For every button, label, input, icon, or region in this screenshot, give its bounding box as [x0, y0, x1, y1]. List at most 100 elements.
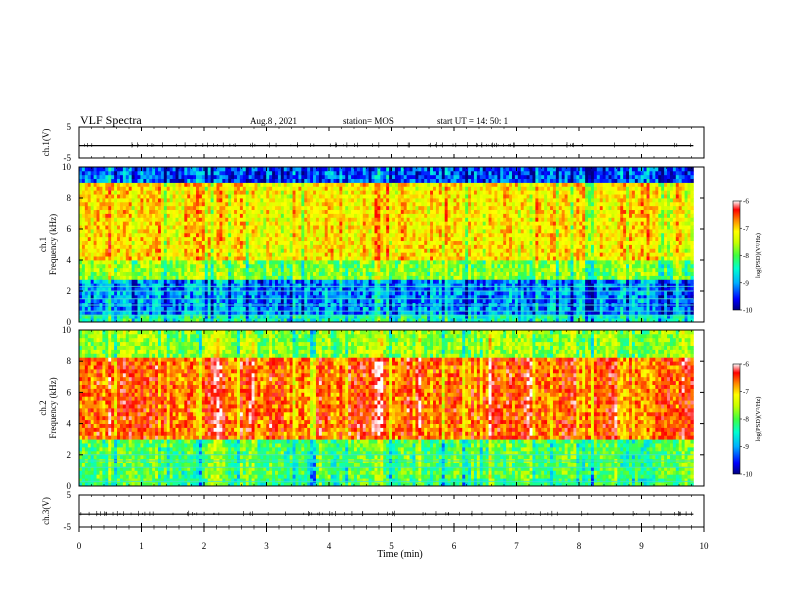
- spectrogram-cell: [362, 310, 367, 315]
- spectrogram-cell: [245, 275, 250, 280]
- spectrogram-cell: [198, 283, 203, 288]
- spectrogram-cell: [327, 201, 332, 207]
- spectrogram-cell: [406, 298, 410, 304]
- spectrogram-cell: [239, 271, 244, 276]
- spectrogram-cell: [289, 260, 293, 265]
- spectrogram-cell: [327, 213, 332, 218]
- spectrogram-cell: [277, 182, 282, 187]
- spectrogram-cell: [336, 209, 340, 214]
- spectrogram-cell: [283, 186, 288, 191]
- spectrogram-cell: [392, 287, 396, 292]
- spectrogram-cell: [392, 209, 396, 214]
- spectrogram-cell: [275, 252, 279, 257]
- spectrogram-cell: [166, 225, 171, 230]
- spectrogram-cell: [242, 182, 247, 187]
- spectrogram-cell: [169, 298, 174, 304]
- spectrogram-cell: [93, 283, 97, 288]
- spectrogram-cell: [324, 186, 329, 191]
- spectrogram-cell: [263, 232, 267, 238]
- spectrogram-cell: [260, 236, 264, 242]
- spectrogram-cell: [125, 170, 130, 176]
- spectrogram-cell: [119, 167, 124, 172]
- spectrogram-cell: [251, 232, 255, 238]
- spectrogram-cell: [304, 190, 308, 195]
- spectrogram-cell: [108, 279, 112, 284]
- spectrogram-cell: [257, 318, 261, 323]
- spectrogram-cell: [330, 260, 334, 265]
- spectrogram-cell: [386, 256, 390, 261]
- spectrogram-cell: [406, 178, 410, 183]
- spectrogram-cell: [190, 279, 194, 284]
- spectrogram-cell: [345, 209, 349, 214]
- spectrogram-cell: [239, 248, 244, 253]
- spectrogram-cell: [207, 236, 212, 242]
- spectrogram-cell: [392, 240, 396, 245]
- spectrogram-cell: [163, 201, 168, 207]
- spectrogram-cell: [84, 291, 89, 296]
- spectrogram-cell: [152, 205, 156, 211]
- spectrogram-cell: [248, 205, 253, 211]
- spectrogram-cell: [143, 190, 147, 195]
- spectrogram-cell: [87, 256, 92, 261]
- spectrogram-cell: [160, 240, 165, 245]
- spectrogram-cell: [134, 229, 138, 234]
- spectrogram-cell: [245, 252, 250, 257]
- spectrogram-cell: [383, 225, 387, 230]
- spectrogram-cell: [257, 186, 261, 191]
- spectrogram-cell: [403, 174, 408, 180]
- spectrogram-cell: [99, 294, 103, 300]
- spectrogram-cell: [234, 310, 238, 315]
- spectrogram-cell: [216, 167, 220, 172]
- spectrogram-cell: [362, 267, 367, 273]
- spectrogram-cell: [105, 232, 109, 238]
- spectrogram-cell: [234, 318, 238, 323]
- spectrogram-cell: [102, 310, 106, 315]
- spectrogram-cell: [155, 201, 159, 207]
- spectrogram-cell: [403, 236, 408, 242]
- spectrogram-cell: [380, 213, 384, 218]
- spectrogram-cell: [181, 256, 185, 261]
- spectrogram-cell: [187, 252, 191, 257]
- spectrogram-cell: [286, 287, 291, 292]
- spectrogram-cell: [342, 182, 346, 187]
- spectrogram-cell: [143, 256, 147, 261]
- spectrogram-cell: [140, 225, 144, 230]
- spectrogram-cell: [260, 291, 264, 296]
- spectrogram-cell: [210, 310, 214, 315]
- spectrogram-cell: [289, 244, 293, 249]
- spectrogram-cell: [122, 225, 127, 230]
- spectrogram-cell: [318, 271, 323, 276]
- spectrogram-cell: [313, 209, 317, 214]
- spectrogram-cell: [114, 201, 118, 207]
- spectrogram-cell: [315, 287, 320, 292]
- spectrogram-cell: [298, 244, 302, 249]
- spectrogram-cell: [128, 263, 133, 269]
- spectrogram-cell: [146, 306, 150, 311]
- spectrogram-cell: [163, 229, 168, 234]
- spectrogram-cell: [143, 178, 147, 183]
- spectrogram-cell: [421, 205, 425, 211]
- spectrogram-cell: [143, 310, 147, 315]
- spectrogram-cell: [418, 225, 422, 230]
- spectrogram-cell: [190, 248, 194, 253]
- spectrogram-cell: [137, 294, 141, 300]
- spectrogram-cell: [236, 170, 241, 176]
- spectrogram-cell: [409, 209, 413, 214]
- spectrogram-cell: [157, 213, 162, 218]
- spectrogram-cell: [143, 287, 147, 292]
- spectrogram-cell: [386, 190, 390, 195]
- spectrogram-cell: [386, 260, 390, 265]
- spectrogram-cell: [351, 198, 355, 203]
- spectrogram-cell: [383, 174, 387, 180]
- spectrogram-cell: [298, 260, 302, 265]
- spectrogram-cell: [190, 240, 194, 245]
- spectrogram-cell: [242, 209, 247, 214]
- spectrogram-cell: [231, 263, 235, 269]
- spectrogram-cell: [193, 291, 197, 296]
- spectrogram-cell: [134, 174, 138, 180]
- spectrogram-cell: [117, 267, 121, 273]
- spectrogram-cell: [204, 248, 209, 253]
- spectrogram-cell: [368, 198, 372, 203]
- spectrogram-cell: [295, 201, 299, 207]
- spectrogram-cell: [307, 310, 311, 315]
